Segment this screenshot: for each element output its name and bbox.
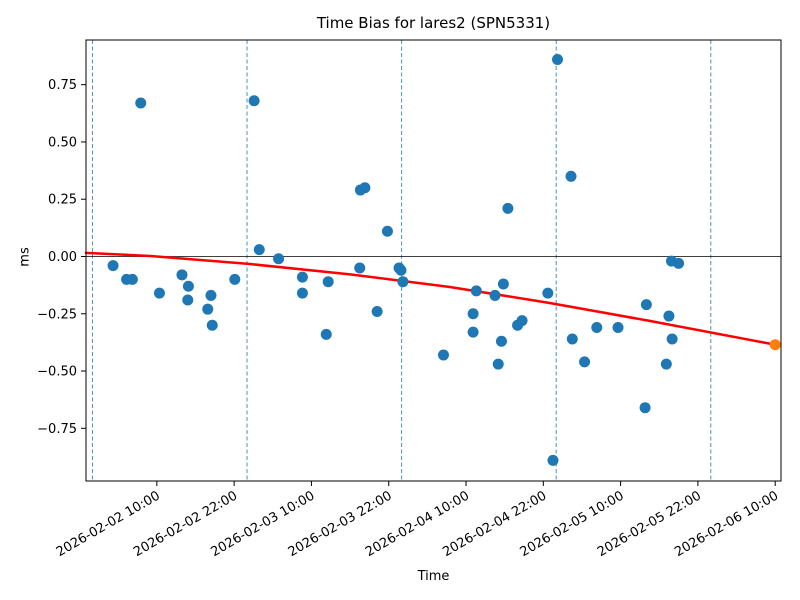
x-axis-label: Time — [417, 569, 450, 584]
data-point — [470, 285, 482, 297]
data-point — [273, 253, 285, 265]
data-point — [502, 202, 514, 214]
data-point — [182, 280, 194, 292]
y-tick-label: −0.75 — [37, 422, 77, 437]
data-point — [359, 182, 371, 194]
data-point — [126, 273, 138, 285]
data-point — [640, 299, 652, 311]
data-point — [467, 326, 479, 338]
data-point — [135, 97, 147, 109]
data-point — [639, 402, 651, 414]
data-point — [437, 349, 449, 361]
data-point — [492, 358, 504, 370]
data-point — [205, 289, 217, 301]
data-point — [566, 333, 578, 345]
data-point — [591, 322, 603, 334]
data-point — [296, 271, 308, 283]
data-point — [497, 278, 509, 290]
data-point — [206, 319, 218, 331]
data-point — [202, 303, 214, 315]
chart-title: Time Bias for lares2 (SPN5331) — [316, 14, 551, 32]
data-point — [547, 454, 559, 466]
data-point — [229, 273, 241, 285]
data-point — [565, 170, 577, 182]
y-tick-label: −0.50 — [37, 365, 77, 380]
y-tick-label: 0.00 — [48, 250, 77, 265]
data-point — [673, 257, 685, 269]
y-tick-label: −0.25 — [37, 307, 77, 322]
data-point — [381, 225, 393, 237]
data-point — [153, 287, 165, 299]
forecast-point — [769, 339, 781, 351]
data-point — [248, 95, 260, 107]
data-point — [579, 356, 591, 368]
data-point — [467, 308, 479, 320]
data-point — [663, 310, 675, 322]
data-point — [176, 269, 188, 281]
data-point — [612, 322, 624, 334]
plot-border — [85, 39, 782, 482]
data-point — [182, 294, 194, 306]
y-tick-label: 0.75 — [48, 78, 77, 93]
data-point — [551, 53, 563, 65]
data-point — [542, 287, 554, 299]
data-point — [253, 244, 265, 256]
data-point — [320, 328, 332, 340]
data-point — [395, 264, 407, 276]
data-point — [489, 289, 501, 301]
data-point — [666, 333, 678, 345]
data-point — [107, 260, 119, 272]
data-point — [495, 335, 507, 347]
data-point — [371, 305, 383, 317]
data-point — [660, 358, 672, 370]
data-point — [516, 315, 528, 327]
data-point — [296, 287, 308, 299]
y-tick-label: 0.25 — [48, 193, 77, 208]
data-point — [397, 276, 409, 288]
y-tick-label: 0.50 — [48, 135, 77, 150]
data-point — [354, 262, 366, 274]
data-point — [322, 276, 334, 288]
